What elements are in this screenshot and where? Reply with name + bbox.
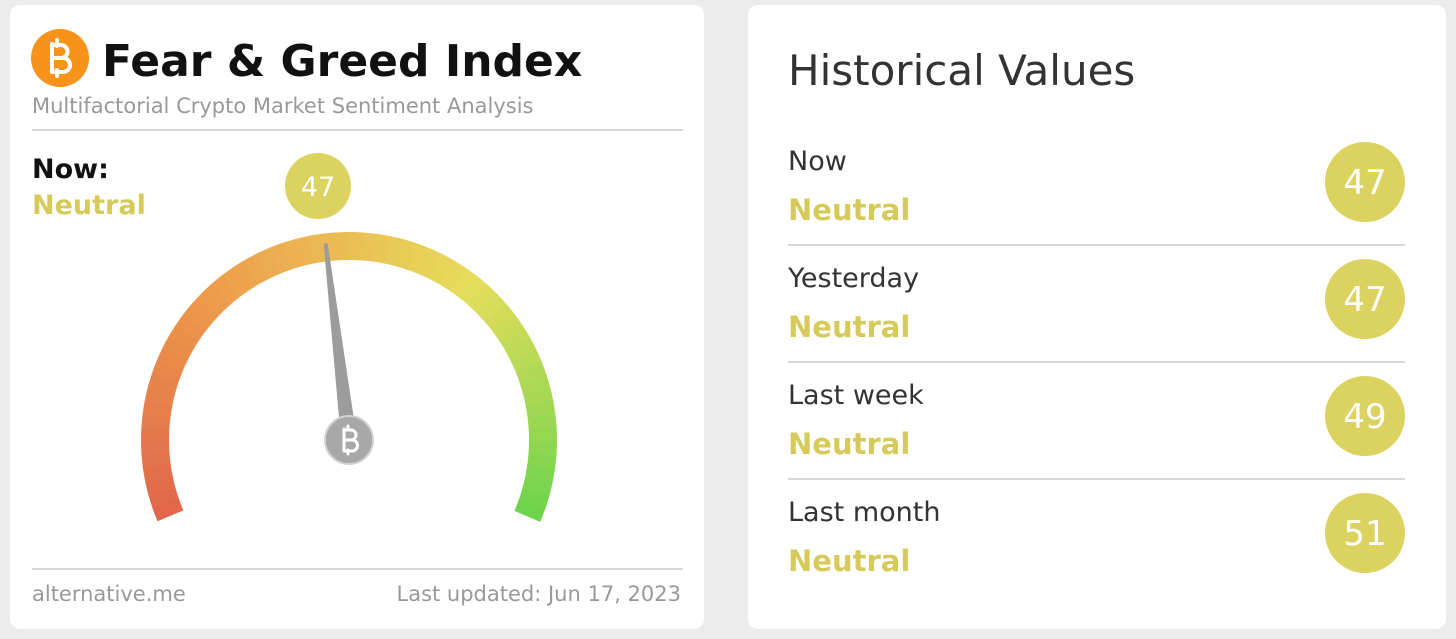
gauge-arc-segment	[476, 293, 507, 323]
gauge-arc-segment	[156, 348, 188, 373]
gauge-arc-segment	[141, 413, 171, 430]
row-value: 47	[1343, 280, 1386, 320]
gauge-arc-segment	[525, 400, 556, 419]
gauge-arc-segment	[360, 232, 377, 262]
gauge-arc-segment	[372, 233, 391, 264]
gauge-arc-segment	[519, 374, 551, 396]
row-value: 49	[1343, 397, 1386, 437]
gauge-arc-segment	[183, 302, 214, 332]
gauge-arc-segment	[468, 284, 498, 314]
needle-hub-logo	[342, 424, 359, 456]
gauge-arc-segment	[527, 452, 557, 470]
row-bubble	[1325, 376, 1405, 456]
gauge-arc-segment	[168, 324, 200, 351]
row-label: Yesterday	[787, 263, 919, 294]
row-bubble	[1325, 259, 1405, 339]
gauge-arc-segment	[439, 260, 466, 291]
gauge-arc-segment	[407, 243, 430, 275]
gauge-arc-segment	[418, 247, 442, 280]
gauge-arc-segment	[151, 360, 183, 384]
row-label: Last week	[788, 380, 924, 411]
gauge-arc-segment	[256, 247, 281, 279]
gauge-arc-segment	[147, 373, 179, 395]
gauge-arc-segment	[510, 348, 542, 373]
history-rows: Now Neutral 47 Yesterday Neutral 47 Last week N…	[787, 142, 1405, 578]
subtitle: Multifactorial Crypto Market Sentiment A…	[32, 94, 534, 118]
gauge-arc-segment	[528, 441, 557, 456]
gauge-arc-segment	[142, 399, 173, 418]
now-classification: Neutral	[32, 190, 146, 221]
gauge-arc-segment	[499, 325, 530, 352]
value-bubble-text: 47	[301, 172, 335, 203]
gauge-arc-segment	[505, 336, 537, 362]
gauge-arc-segment	[142, 464, 173, 483]
row-classification: Neutral	[788, 544, 910, 578]
row-label: Last month	[788, 497, 940, 528]
gauge-arc-segment	[428, 253, 455, 285]
gauge-arc-segment	[281, 238, 303, 270]
row-classification: Neutral	[788, 310, 910, 344]
needle	[323, 243, 357, 441]
title: Fear & Greed Index	[102, 36, 582, 87]
gauge-arc-segment	[201, 283, 231, 314]
now-label: Now:	[32, 154, 109, 185]
gauge-arc-segment	[175, 313, 207, 341]
value-bubble	[285, 153, 351, 219]
row-label: Now	[788, 146, 847, 177]
gauge-arc-segment	[141, 452, 171, 469]
history-title: Historical Values	[788, 46, 1135, 95]
gauge-arc-segment	[232, 259, 260, 291]
gauge-arc-segment	[484, 303, 515, 332]
gauge-arc-segment	[525, 464, 556, 483]
gauge-arc-segment	[527, 414, 557, 431]
gauge-arc-segment	[522, 476, 553, 497]
row-classification: Neutral	[788, 427, 910, 461]
gauge	[141, 232, 557, 522]
gauge-arc-segment	[492, 314, 523, 342]
gauge-arc-segment	[308, 233, 327, 264]
gauge-arc-segment	[269, 242, 292, 274]
gauge-arc-segment	[523, 387, 554, 407]
gauge-arc-segment	[458, 275, 488, 306]
gauge-arc-segment	[384, 236, 404, 267]
row-value: 51	[1343, 514, 1386, 554]
source: alternative.me	[32, 582, 186, 606]
gauge-arc-segment	[148, 487, 180, 509]
gauge-arc-segment	[514, 499, 546, 522]
last-updated: Last updated: Jun 17, 2023	[397, 582, 682, 606]
gauge-arc-segment	[518, 487, 550, 510]
gauge-arc-segment	[294, 235, 315, 267]
gauge-arc-segment	[221, 266, 250, 298]
gauge-arc-segment	[211, 274, 240, 306]
gauge-arc-segment	[192, 292, 222, 322]
row-bubble	[1325, 493, 1405, 573]
gauge-arc-segment	[515, 361, 547, 384]
gauge-arc-segment	[141, 440, 170, 456]
gauge-arc-segment	[449, 267, 477, 298]
gauge-arc-segment	[161, 336, 194, 362]
gauge-arc-segment	[244, 253, 270, 285]
row-value: 47	[1343, 163, 1386, 203]
gauge-arc-segment	[144, 386, 176, 407]
row-bubble	[1325, 142, 1405, 222]
history-card	[748, 5, 1446, 629]
row-classification: Neutral	[788, 193, 910, 227]
bitcoin-logo	[31, 29, 89, 87]
gauge-arc-segment	[395, 239, 417, 270]
gauge-arc-segment	[152, 498, 184, 522]
gauge-arc-segment	[145, 475, 176, 496]
